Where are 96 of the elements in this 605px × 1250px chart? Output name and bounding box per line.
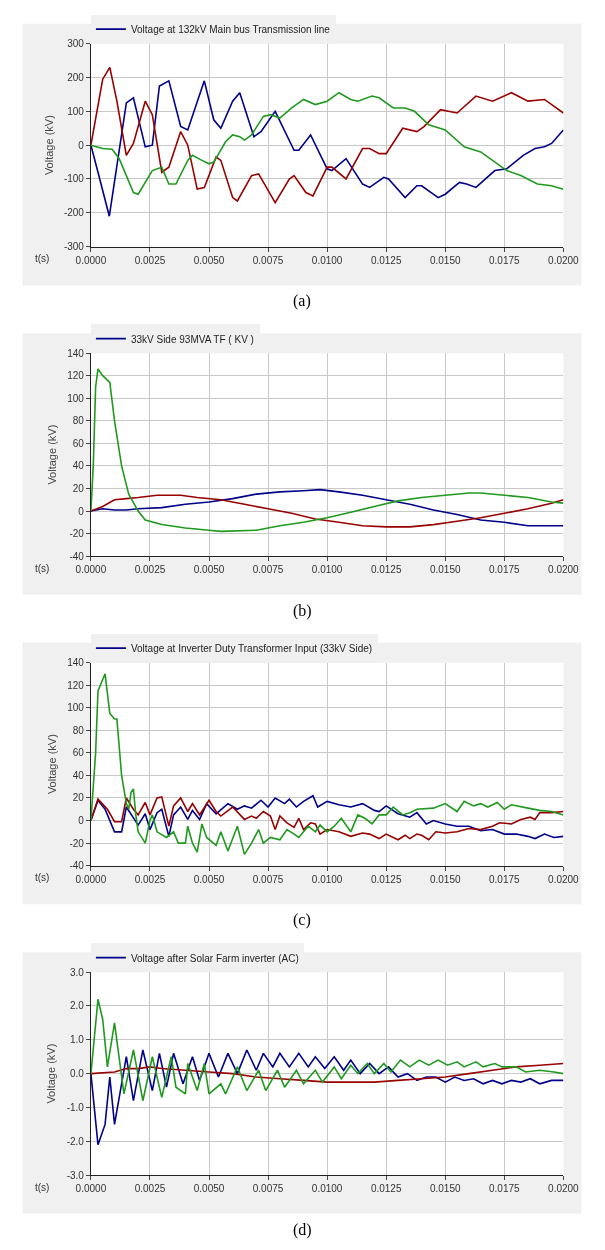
legend-label: Voltage after Solar Farm inverter (AC) [130,952,299,964]
y-tick-label: -40 [69,860,85,872]
x-tick-label: 0.0050 [193,254,225,266]
y-tick-label: 60 [72,437,85,449]
legend-label: Voltage at 132kV Main bus Transmission line [130,24,331,36]
x-tick-label: 0.0150 [429,873,461,885]
line-series [90,66,564,204]
x-tick-label: 0.0025 [134,1183,166,1195]
text: (b) [293,602,312,620]
y-tick-label: -1.0 [66,1101,85,1113]
y-axis-title: Voltage (kV) [42,115,55,176]
y-tick-label: 200 [67,71,85,83]
y-tick-label: -2.0 [66,1135,85,1147]
x-tick-label: 0.0075 [252,254,284,266]
line-series [90,673,564,856]
y-tick-label: 40 [72,769,85,781]
x-tick-label: 0.0075 [252,564,284,576]
x-tick-label: 0.0175 [489,873,521,885]
x-tick-label: 0.0150 [429,254,461,266]
x-tick-label: 0.0200 [548,873,580,885]
y-tick-label: -20 [69,528,85,540]
y-tick-label: 120 [67,370,85,382]
line-series [90,998,564,1102]
text: (a) [293,292,311,310]
x-tick-label: 0.0075 [252,1183,284,1195]
y-tick-label: 1.0 [69,1034,85,1046]
y-tick-label: -300 [63,241,85,253]
y-tick-label: 0.0 [69,1068,85,1080]
y-tick-label: 120 [67,679,85,691]
x-tick-label: 0.0050 [193,564,225,576]
y-tick-label: 60 [72,747,85,759]
y-tick-label: -200 [63,207,85,219]
x-tick-label: 0.0125 [370,1183,402,1195]
legend-label: 33kV Side 93MVA TF ( KV ) [130,333,254,345]
x-tick-label: 0.0125 [370,254,402,266]
y-tick-label: 40 [72,460,85,472]
y-tick-label: -20 [69,837,85,849]
y-tick-label: 100 [67,105,85,117]
line-series [90,368,564,533]
y-axis-title: Voltage (kV) [45,1043,58,1104]
line-series [90,80,564,218]
x-tick-label: 0.0100 [311,254,343,266]
x-tick-label: 0.0175 [489,1183,521,1195]
x-axis-title: t(s) [35,872,50,883]
line-series [90,91,564,196]
y-tick-label: 80 [72,724,85,736]
x-tick-label: 0.0200 [548,1183,580,1195]
y-tick-label: -100 [63,173,85,185]
y-tick-label: 20 [72,482,85,494]
x-tick-label: 0.0175 [489,564,521,576]
x-axis-title: t(s) [35,1182,50,1193]
text: (d) [293,1221,312,1239]
x-tick-label: 0.0200 [548,254,580,266]
y-tick-label: 2.0 [69,1000,85,1012]
line-series [90,488,564,527]
x-tick-label: 0.0150 [429,564,461,576]
legend-label: Voltage at Inverter Duty Transformer Input (33kV Side) [130,643,373,655]
y-tick-label: 20 [72,792,85,804]
y-tick-label: 80 [72,415,85,427]
y-tick-label: 0 [78,139,85,151]
y-tick-label: 100 [67,392,85,404]
y-tick-label: 140 [67,347,85,359]
x-tick-label: 0.0025 [134,564,166,576]
y-axis-title: Voltage (kV) [45,734,58,795]
line-series [90,494,564,528]
x-tick-label: 0.0200 [548,564,580,576]
x-tick-label: 0.0025 [134,873,166,885]
x-tick-label: 0.0100 [311,873,343,885]
y-axis-title: Voltage (kV) [45,424,58,485]
x-tick-label: 0.0025 [134,254,166,266]
x-tick-label: 0.0000 [75,254,107,266]
y-tick-label: 3.0 [69,966,85,978]
x-tick-label: 0.0000 [75,873,107,885]
y-tick-label: 100 [67,702,85,714]
y-tick-label: 0 [78,505,85,517]
x-tick-label: 0.0050 [193,873,225,885]
text: (c) [293,911,311,929]
x-tick-label: 0.0100 [311,564,343,576]
x-tick-label: 0.0000 [75,564,107,576]
x-tick-label: 0.0175 [489,254,521,266]
x-tick-label: 0.0150 [429,1183,461,1195]
x-tick-label: 0.0125 [370,564,402,576]
x-axis-title: t(s) [35,253,50,264]
x-tick-label: 0.0050 [193,1183,225,1195]
x-tick-label: 0.0100 [311,1183,343,1195]
y-tick-label: 0 [78,815,85,827]
y-tick-label: 300 [67,38,85,50]
line-series [90,1049,564,1146]
y-tick-label: -40 [69,550,85,562]
y-tick-label: 140 [67,657,85,669]
x-tick-label: 0.0000 [75,1183,107,1195]
line-series [90,1062,564,1083]
x-tick-label: 0.0125 [370,873,402,885]
y-tick-label: -3.0 [66,1169,85,1181]
x-axis-title: t(s) [35,563,50,574]
x-tick-label: 0.0075 [252,873,284,885]
